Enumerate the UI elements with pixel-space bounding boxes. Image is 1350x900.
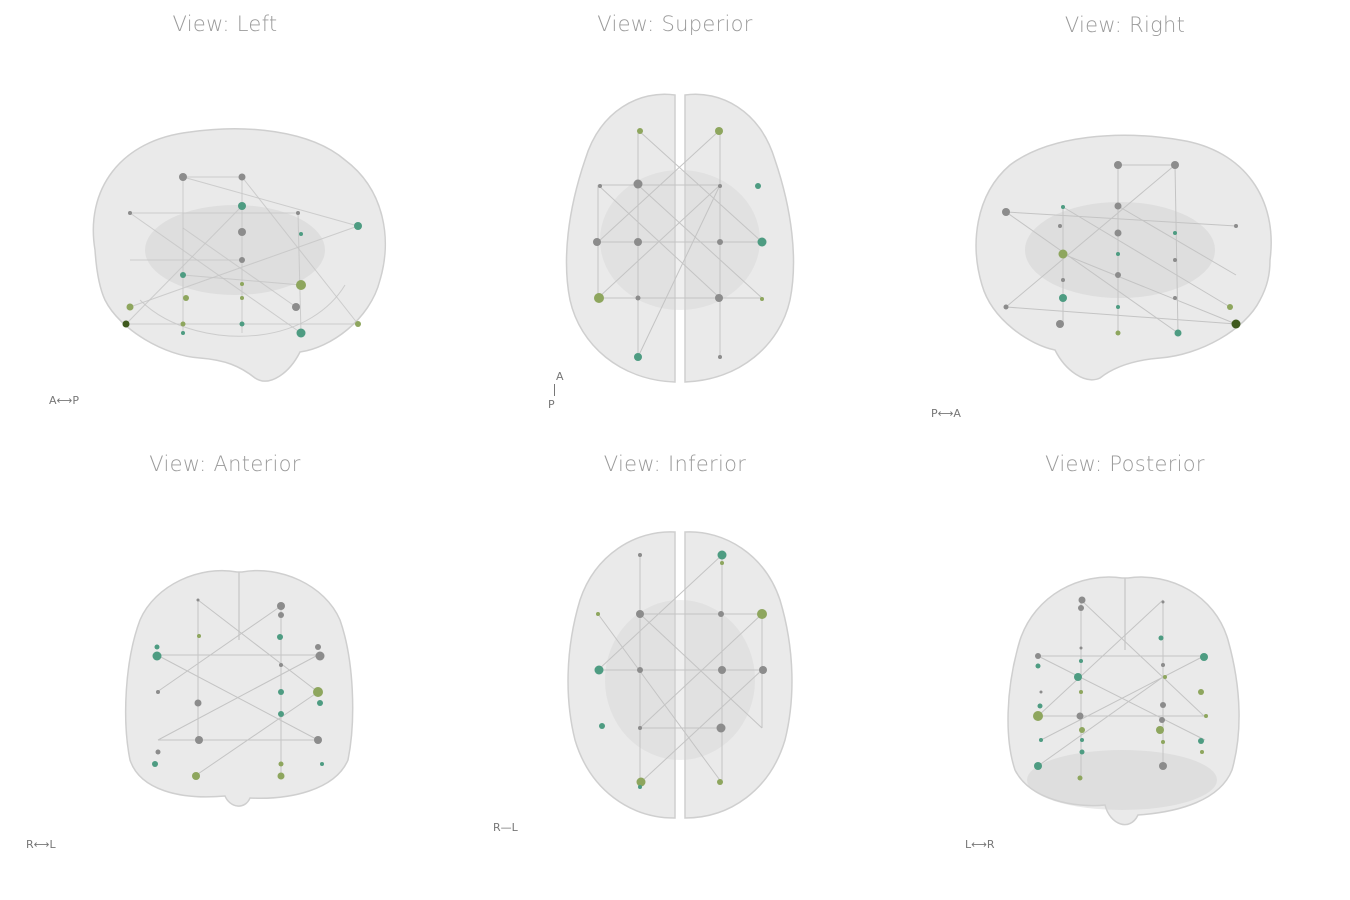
panel-superior-view: View: Superior A P	[450, 0, 900, 440]
brain-superior-svg	[565, 93, 795, 383]
orient-arrow: ⟷	[937, 407, 954, 420]
orientation-marker-posterior: L⟷R	[965, 838, 995, 851]
brain-right-svg	[975, 134, 1272, 381]
brain-outline-superior	[565, 93, 795, 383]
brain-outline-posterior	[1007, 576, 1240, 826]
brain-outline-left	[92, 128, 386, 382]
view-title-inferior: View: Inferior	[603, 452, 747, 476]
brain-outline-anterior	[124, 569, 354, 807]
nodes-superior	[593, 127, 767, 361]
orientation-marker-anterior: R⟷L	[26, 838, 56, 851]
edges-posterior	[1037, 599, 1206, 778]
panel-anterior-view: View: Anterior R⟷L	[0, 440, 450, 900]
brain-outline-right	[975, 134, 1272, 381]
panel-posterior-view: View: Posterior	[900, 440, 1350, 900]
orient-arrow: ⟷	[971, 838, 987, 851]
orient-label-a: A	[556, 370, 564, 383]
orientation-marker-right: P⟷A	[931, 407, 961, 420]
edges-anterior	[156, 599, 319, 777]
orient-arrow: ⟷	[56, 394, 73, 407]
view-title-posterior: View: Posterior	[1045, 452, 1205, 476]
orientation-marker-left: A⟷P	[49, 394, 79, 407]
edges-superior	[597, 129, 763, 358]
view-title-superior: View: Superior	[597, 12, 753, 36]
panel-inferior-view: View: Inferior R—L	[450, 440, 900, 900]
nodes-left	[122, 173, 362, 338]
brain-anterior-svg	[124, 569, 354, 807]
orient-label-b: A	[953, 407, 961, 420]
brain-outline-inferior	[567, 531, 793, 819]
orient-arrow: —	[500, 821, 512, 834]
nodes-posterior	[1033, 596, 1208, 781]
panel-right-view: View: Right P⟷A	[900, 0, 1350, 440]
orient-label-b: P	[548, 398, 555, 411]
orient-label-a: A	[49, 394, 57, 407]
panel-left-view: View: Left	[0, 0, 450, 440]
orient-label-a: R	[26, 838, 34, 851]
orient-label-b: R	[986, 838, 995, 851]
orient-label-b: P	[72, 394, 79, 407]
orient-label-a: L	[965, 838, 972, 851]
orient-label-b: L	[511, 821, 518, 834]
orient-label-a: R	[493, 821, 501, 834]
nodes-anterior	[152, 598, 325, 780]
view-title-left: View: Left	[172, 12, 278, 36]
nodes-inferior	[594, 550, 767, 789]
orient-arrow: ⟷	[33, 838, 50, 851]
brain-inferior-svg	[567, 531, 793, 819]
orient-label-a: P	[931, 407, 938, 420]
view-title-right: View: Right	[1064, 13, 1186, 37]
orientation-marker-inferior: R—L	[493, 821, 518, 834]
nodes-right	[1002, 161, 1241, 337]
brain-posterior-svg	[1007, 576, 1240, 826]
view-title-anterior: View: Anterior	[149, 452, 301, 476]
orientation-marker-superior: A P	[548, 370, 568, 411]
orient-arrow	[554, 384, 555, 396]
brain-left-svg	[92, 128, 386, 382]
edges-right	[1005, 164, 1237, 334]
orient-label-b: L	[49, 838, 56, 851]
